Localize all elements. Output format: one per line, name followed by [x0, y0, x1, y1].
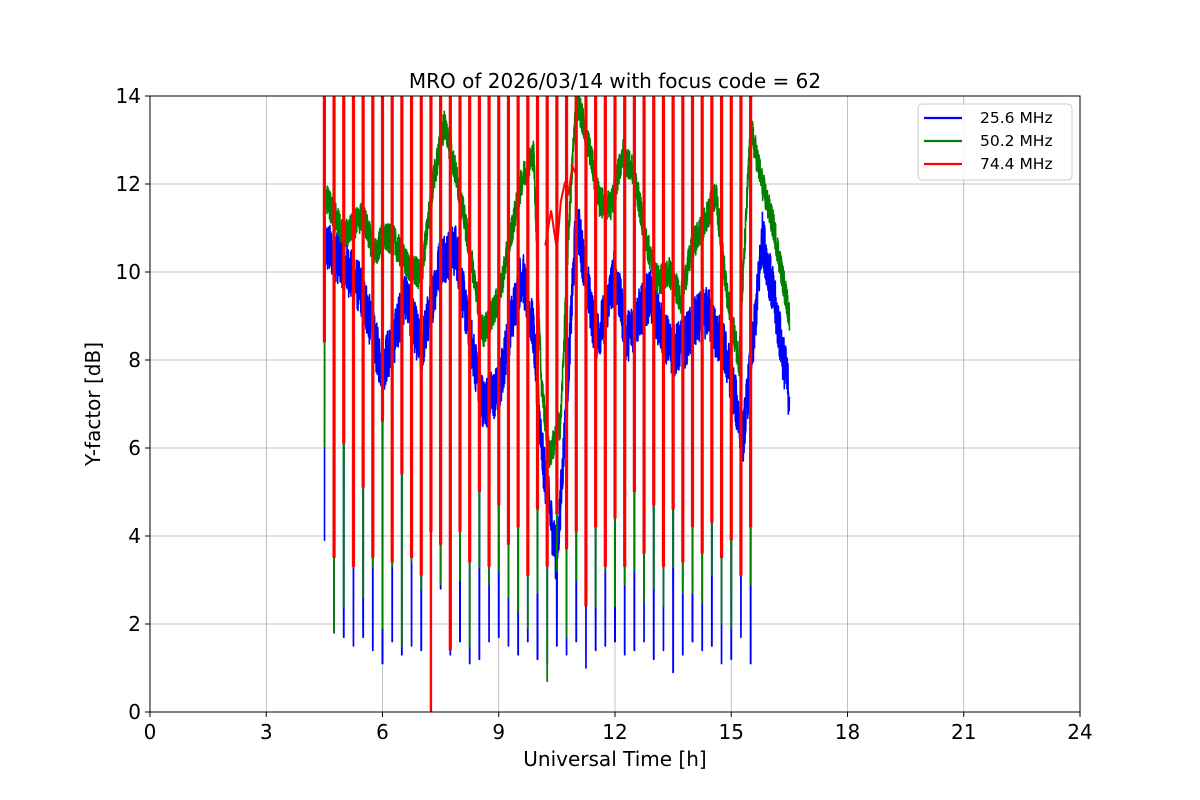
series-25-6-mhz [323, 193, 791, 674]
series-74-4-mhz [322, 96, 753, 712]
legend: 25.6 MHz 50.2 MHz 74.4 MHz [917, 103, 1073, 181]
y-tick-label: 6 [128, 436, 141, 460]
x-tick-label: 21 [951, 720, 976, 744]
plot-area [322, 96, 791, 712]
legend-label: 74.4 MHz [980, 155, 1053, 173]
x-tick-label: 3 [260, 720, 273, 744]
y-tick-label: 4 [128, 524, 141, 548]
series-trace [323, 96, 791, 682]
x-tick-label: 9 [492, 720, 505, 744]
x-tick-label: 6 [376, 720, 389, 744]
y-tick-label: 14 [116, 84, 141, 108]
y-tick-label: 8 [128, 348, 141, 372]
x-tick-label: 24 [1067, 720, 1092, 744]
series-50-2-mhz [323, 96, 791, 682]
x-tick-label: 18 [835, 720, 860, 744]
legend-box [917, 103, 1073, 181]
series-segment [544, 162, 578, 251]
y-axis-label: Y-factor [dB] [81, 342, 105, 467]
y-tick-label: 2 [128, 612, 141, 636]
x-axis-label: Universal Time [h] [523, 747, 706, 771]
y-tick-label: 12 [116, 172, 141, 196]
legend-label: 50.2 MHz [980, 132, 1053, 150]
y-tick-label: 10 [116, 260, 141, 284]
y-axis-ticks: 0 2 4 6 8 10 12 14 [116, 84, 150, 724]
series-trace [323, 193, 791, 674]
x-tick-label: 12 [602, 720, 627, 744]
chart-title: MRO of 2026/03/14 with focus code = 62 [409, 69, 821, 93]
y-tick-label: 0 [128, 700, 141, 724]
x-tick-label: 15 [719, 720, 744, 744]
legend-label: 25.6 MHz [980, 109, 1053, 127]
x-axis-ticks: 0 3 6 9 12 15 18 21 24 [144, 712, 1093, 744]
x-tick-label: 0 [144, 720, 157, 744]
